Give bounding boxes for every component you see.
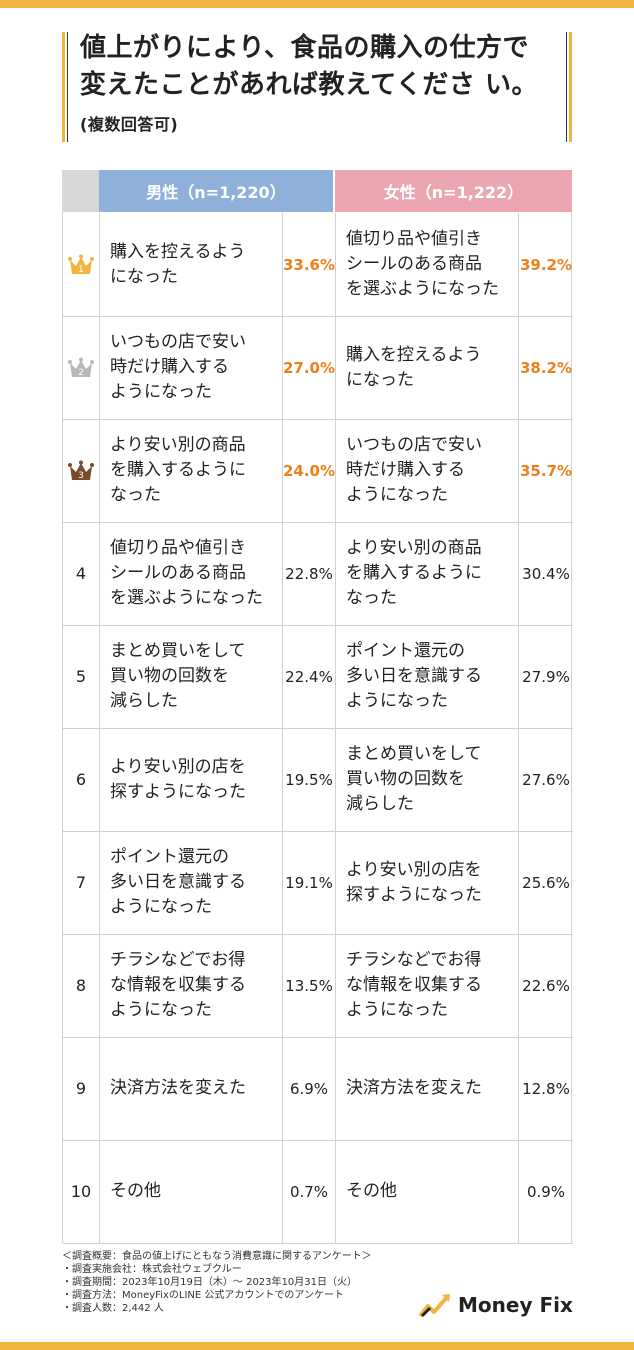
rank-cell: 9 (63, 1037, 100, 1140)
rank-number: 3 (78, 471, 84, 481)
male-label-cell: より安い別の店を 探すようになった (100, 728, 283, 831)
male-label-cell: 値切り品や値引き シールのある商品 を選ぶようになった (100, 522, 283, 625)
rank-cell: 5 (63, 625, 100, 728)
male-value-cell: 13.5% (283, 934, 336, 1037)
female-label-cell: まとめ買いをして 買い物の回数を 減らした (336, 728, 519, 831)
male-value-cell: 33.6% (283, 213, 336, 316)
male-value-cell: 22.4% (283, 625, 336, 728)
female-label-cell: その他 (336, 1140, 519, 1243)
survey-note-line: ・調査実施会社：株式会社ウェブクルー (62, 1264, 242, 1275)
female-label-cell: より安い別の商品 を購入するように なった (336, 522, 519, 625)
male-value-cell: 0.7% (283, 1140, 336, 1243)
rank-cell: 2 (63, 316, 100, 419)
table-row: 5 まとめ買いをして 買い物の回数を 減らした 22.4% ポイント還元の 多い日を意… (63, 625, 573, 729)
female-label-cell: 購入を控えるよう になった (336, 316, 519, 419)
table-row: 1 購入を控えるよう になった 33.6% 値切り品や値引き シールのある商品 を選ぶ… (63, 213, 573, 317)
table-row: 3 より安い別の商品 を購入するように なった 24.0% いつもの店で安い 時だけ購… (63, 419, 573, 523)
rising-arrow-logo-icon (418, 1294, 450, 1318)
male-value-cell: 6.9% (283, 1037, 336, 1140)
male-label-cell: いつもの店で安い 時だけ購入する ようになった (100, 316, 283, 419)
table-row: 2 いつもの店で安い 時だけ購入する ようになった 27.0% 購入を控えるよう にな… (63, 316, 573, 420)
female-label-cell: いつもの店で安い 時だけ購入する ようになった (336, 419, 519, 522)
rank-cell: 3 (63, 419, 100, 522)
male-label-cell: 決済方法を変えた (100, 1037, 283, 1140)
female-value-cell: 35.7% (519, 461, 573, 480)
female-value-cell: 12.8% (522, 1079, 570, 1098)
crown-icon: 3 (68, 460, 94, 481)
title-main: 値上がりにより、食品の購入の仕方で 変えたことがあれば教えてくださ い。 (80, 33, 538, 100)
female-label-cell: 値切り品や値引き シールのある商品 を選ぶようになった (336, 213, 519, 316)
rank-cell: 1 (63, 213, 100, 316)
table-row: 6 より安い別の店を 探すようになった 19.5% まとめ買いをして 買い物の回数を … (63, 728, 573, 832)
male-value-cell: 19.5% (283, 728, 336, 831)
male-value-cell: 27.0% (283, 316, 336, 419)
female-value-cell: 25.6% (522, 873, 570, 892)
table-row: 4 値切り品や値引き シールのある商品 を選ぶようになった 22.8% より安い別の商… (63, 522, 573, 626)
female-value-cell: 30.4% (522, 564, 570, 583)
male-label-cell: ポイント還元の 多い日を意識する ようになった (100, 831, 283, 934)
rank-number: 2 (78, 368, 84, 378)
rank-number: 5 (75, 667, 87, 686)
rank-number: 6 (75, 770, 87, 789)
rank-number: 7 (75, 873, 87, 892)
survey-notes: ＜調査概要：食品の値上げにともなう消費意識に関するアンケート＞ ・調査実施会社：株… (62, 1250, 372, 1315)
rank-cell: 8 (63, 934, 100, 1037)
male-value-cell: 19.1% (283, 831, 336, 934)
rank-cell: 4 (63, 522, 100, 625)
crown-icon: 1 (68, 254, 94, 275)
title-bracket-left (62, 32, 65, 142)
header-female: 女性（n=1,222） (335, 170, 572, 212)
male-label-cell: チラシなどでお得 な情報を収集する ようになった (100, 934, 283, 1037)
female-value-cell: 27.6% (522, 770, 570, 789)
table-row: 7 ポイント還元の 多い日を意識する ようになった 19.1% より安い別の店を 探す… (63, 831, 573, 935)
survey-note-line: ・調査方法：MoneyFixのLINE 公式アカウントでのアンケート (62, 1290, 344, 1301)
female-value-cell: 0.9% (526, 1182, 566, 1201)
table-row: 10 その他 0.7% その他 0.9% (63, 1140, 573, 1244)
male-label-cell: 購入を控えるよう になった (100, 213, 283, 316)
rank-cell: 7 (63, 831, 100, 934)
female-value-cell: 38.2% (519, 358, 573, 377)
female-label-cell: より安い別の店を 探すようになった (336, 831, 519, 934)
money-fix-logo: Money Fix (418, 1292, 573, 1318)
survey-note-line: ＜調査概要：食品の値上げにともなう消費意識に関するアンケート＞ (62, 1251, 372, 1262)
top-accent-bar (0, 0, 634, 8)
rank-cell: 10 (63, 1140, 100, 1243)
female-value-cell: 22.6% (522, 976, 570, 995)
male-label-cell: まとめ買いをして 買い物の回数を 減らした (100, 625, 283, 728)
rank-cell: 6 (63, 728, 100, 831)
title-sub: (複数回答可) (80, 115, 179, 134)
survey-note-line: ・調査期間：2023年10月19日（木）〜 2023年10月31日（火） (62, 1277, 357, 1288)
rank-number: 10 (70, 1182, 92, 1201)
title-bracket-right (569, 32, 572, 142)
header-male: 男性（n=1,220） (99, 170, 333, 212)
rank-number: 8 (75, 976, 87, 995)
survey-note-line: ・調査人数：2,442 人 (62, 1303, 164, 1314)
rank-number: 4 (75, 564, 87, 583)
male-label-cell: その他 (100, 1140, 283, 1243)
table-body: 1 購入を控えるよう になった 33.6% 値切り品や値引き シールのある商品 を選ぶ… (62, 212, 573, 1244)
page-title: 値上がりにより、食品の購入の仕方で 変えたことがあれば教えてくださ い。 (複数回… (80, 30, 558, 143)
table-row: 9 決済方法を変えた 6.9% 決済方法を変えた 12.8% (63, 1037, 573, 1141)
title-box: 値上がりにより、食品の購入の仕方で 変えたことがあれば教えてくださ い。 (複数回… (62, 28, 572, 146)
female-label-cell: チラシなどでお得 な情報を収集する ようになった (336, 934, 519, 1037)
male-value-cell: 24.0% (283, 419, 336, 522)
male-value-cell: 22.8% (283, 522, 336, 625)
table-row: 8 チラシなどでお得 な情報を収集する ようになった 13.5% チラシなどでお得 な… (63, 934, 573, 1038)
rank-number: 9 (75, 1079, 87, 1098)
female-value-cell: 39.2% (519, 255, 573, 274)
logo-text: Money Fix (458, 1293, 573, 1317)
rank-number: 1 (78, 265, 84, 275)
female-value-cell: 27.9% (522, 667, 570, 686)
crown-icon: 2 (68, 357, 94, 378)
female-label-cell: 決済方法を変えた (336, 1037, 519, 1140)
male-label-cell: より安い別の商品 を購入するように なった (100, 419, 283, 522)
title-bracket-left-inner (67, 32, 68, 142)
female-label-cell: ポイント還元の 多い日を意識する ようになった (336, 625, 519, 728)
title-bracket-right-inner (566, 32, 567, 142)
header-rank-blank (62, 170, 99, 212)
bottom-accent-bar (0, 1342, 634, 1350)
